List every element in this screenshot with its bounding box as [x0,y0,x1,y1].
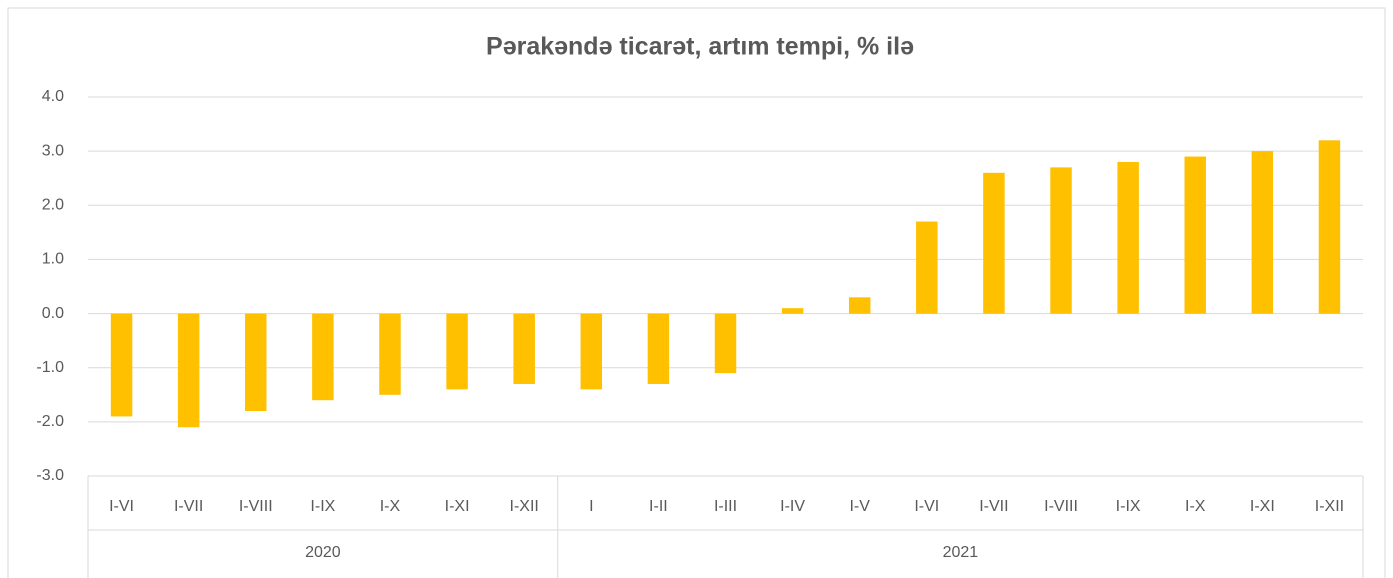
bar [714,313,737,374]
y-tick-label: 4.0 [42,88,64,105]
x-tick-label: I-XI [445,498,470,515]
x-tick-label: I-XII [510,498,539,515]
x-tick-label: I-XI [1250,498,1275,515]
x-tick-label: I-VIII [1044,498,1078,515]
group-label: 2021 [943,544,979,561]
bar [1318,140,1341,314]
chart-title: Pərakəndə ticarət, artım tempi, % ilə [486,33,914,61]
x-tick-label: I [589,498,593,515]
x-tick-label: I-XII [1315,498,1344,515]
x-tick-label: I-VII [174,498,203,515]
bar [916,221,938,314]
group-label: 2020 [305,544,341,561]
x-tick-label: I-II [649,498,668,515]
x-tick-label: I-VI [109,498,134,515]
bar [1184,156,1206,314]
x-tick-label: I-VII [979,498,1008,515]
x-tick-label: I-VI [914,498,939,515]
y-tick-label: 1.0 [42,251,64,268]
x-tick-label: I-X [1185,498,1206,515]
bar [177,313,200,428]
x-tick-label: I-X [380,498,401,515]
y-tick-label: 3.0 [42,142,64,159]
bar [1050,167,1072,314]
bar [647,313,670,384]
bar [983,172,1005,314]
bar [245,313,267,412]
x-tick-label: I-V [849,498,870,515]
chart-border [7,7,1386,578]
bar [781,308,804,314]
y-tick-label: 2.0 [42,197,64,214]
x-tick-label: I-IV [780,498,805,515]
y-tick-label: -2.0 [36,413,64,430]
bar [513,313,535,384]
x-tick-label: I-III [714,498,737,515]
x-tick-label: I-IX [1116,498,1141,515]
bar [848,297,871,314]
y-tick-label: -1.0 [36,359,64,376]
bar [580,313,603,390]
y-tick-label: -3.0 [36,467,64,484]
x-tick-label: I-VIII [239,498,273,515]
bar [312,313,334,401]
bar [379,313,401,395]
bar [1117,161,1139,314]
y-tick-label: 0.0 [42,305,64,322]
bar [446,313,468,390]
bar [110,313,133,417]
bar [1251,151,1274,314]
x-tick-label: I-IX [310,498,335,515]
